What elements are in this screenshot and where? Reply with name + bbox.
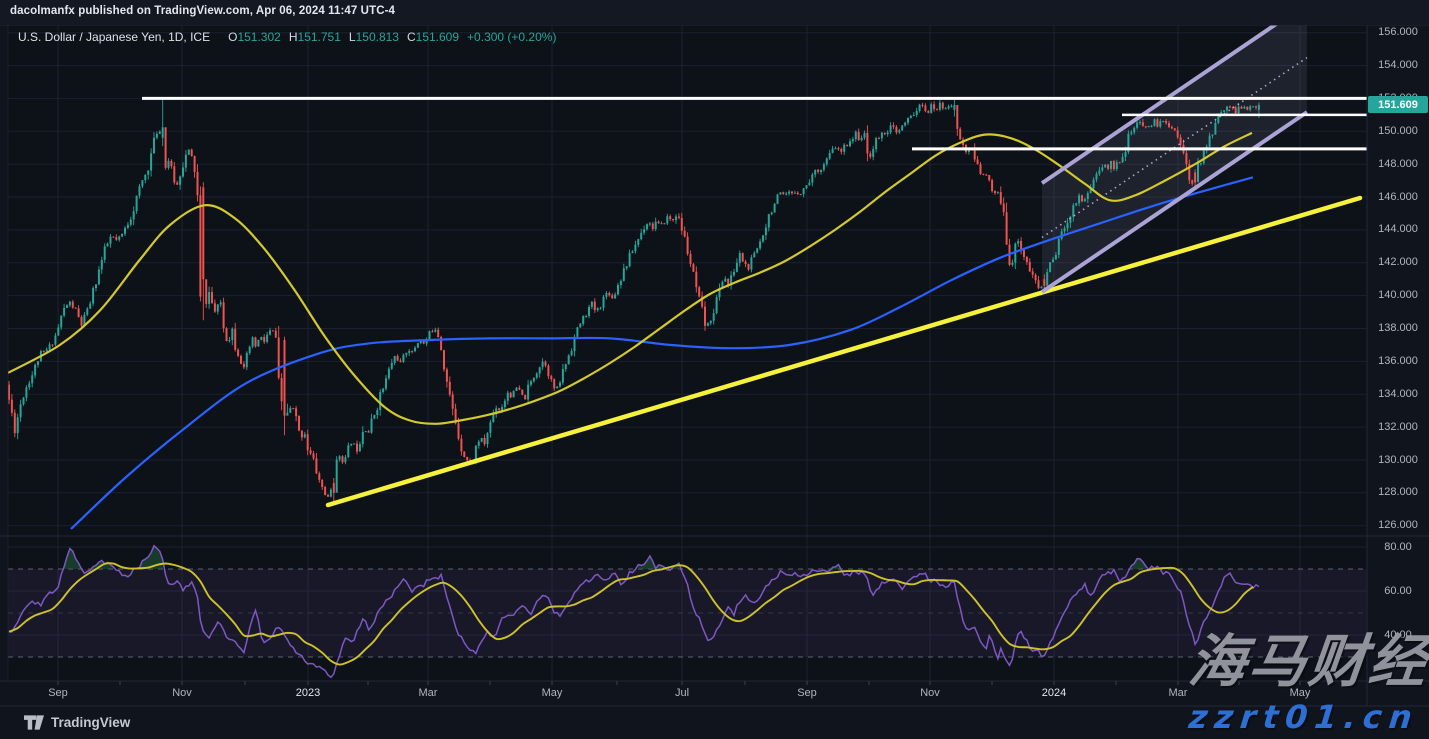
time-axis-ticks — [57, 681, 1301, 685]
ma-slow-blue-line[interactable] — [70, 176, 1254, 530]
time-tick-label: 2024 — [1041, 687, 1067, 699]
close-label: C — [406, 30, 416, 44]
price-tick-label: 142.000 — [1378, 256, 1418, 269]
watermark-site-url: zzrt01.cn — [1187, 698, 1421, 736]
close-value: 151.609 — [415, 30, 460, 44]
change-value: +0.300 (+0.20%) — [467, 30, 557, 44]
rsi-overbought-fill — [832, 564, 839, 569]
channel-upper-line — [1040, 25, 1279, 185]
high-label: H — [288, 30, 298, 44]
last-price-badge: 151.609 — [1368, 96, 1428, 114]
low-value: 150.813 — [355, 30, 399, 44]
time-axis[interactable]: Sep Nov 2023 Mar May Jul Sep Nov 2024 Mar May — [8, 681, 1367, 706]
low-label: L — [348, 30, 356, 44]
support-trendline[interactable] — [325, 195, 1363, 508]
publish-info-text: dacolmanfx published on TradingView.com,… — [10, 5, 396, 17]
symbol-legend: U.S. Dollar / Japanese Yen, 1D, ICE O151.… — [18, 30, 556, 44]
price-tick-label: 144.000 — [1378, 223, 1418, 236]
open-value: 151.302 — [237, 30, 281, 44]
tradingview-logo[interactable]: TradingView — [24, 715, 130, 730]
symbol-title[interactable]: U.S. Dollar / Japanese Yen, 1D, ICE — [18, 30, 211, 44]
price-tick-label: 138.000 — [1378, 322, 1418, 334]
watermark-chinese-text: 海马财经 — [1185, 629, 1429, 695]
price-tick-label: 148.000 — [1378, 157, 1418, 170]
candlestick-series[interactable] — [8, 99, 1260, 506]
rsi-line[interactable] — [8, 544, 1260, 679]
price-tick-label: 126.000 — [1378, 519, 1418, 532]
price-axis[interactable]: 156.000154.000152.000150.000148.000146.0… — [1367, 25, 1429, 706]
pane-separators — [0, 24, 1429, 707]
time-tick-label: Nov — [920, 687, 940, 699]
tradingview-logo-icon — [24, 714, 44, 730]
time-tick-label: Sep — [797, 687, 817, 699]
open-label: O — [228, 30, 238, 44]
ma-fast-yellow-line[interactable] — [8, 131, 1253, 425]
time-tick-label: May — [541, 687, 563, 699]
rsi-ma-line[interactable] — [8, 562, 1254, 666]
ascending-channel-fill[interactable] — [1042, 3, 1307, 292]
horizontal-resistance-rays[interactable] — [142, 96, 1367, 151]
rsi-tick-label: 40.00 — [1384, 628, 1412, 641]
time-tick-label: Nov — [172, 687, 192, 699]
price-tick-label: 136.000 — [1378, 354, 1418, 367]
price-tick-label: 154.000 — [1378, 59, 1418, 72]
price-tick-label: 156.000 — [1378, 26, 1418, 39]
time-tick-label: May — [1289, 687, 1311, 699]
rsi-tick-label: 80.00 — [1384, 540, 1412, 553]
channel-lower-line — [1040, 110, 1309, 294]
tradingview-logo-text: TradingView — [51, 714, 131, 730]
rsi-overbought-fill — [638, 556, 665, 569]
time-tick-label: Mar — [418, 687, 438, 699]
price-tick-label: 130.000 — [1378, 453, 1418, 466]
price-tick-label: 132.000 — [1378, 420, 1418, 433]
price-tick-label: 140.000 — [1378, 289, 1418, 302]
price-tick-label: 134.000 — [1378, 387, 1418, 400]
price-tick-label: 150.000 — [1378, 124, 1418, 137]
price-tick-label: 146.000 — [1378, 190, 1418, 203]
high-value: 151.751 — [297, 30, 341, 44]
time-tick-label: 2023 — [295, 687, 321, 699]
publish-bar: dacolmanfx published on TradingView.com,… — [0, 0, 1429, 25]
time-tick-label: Sep — [48, 687, 68, 699]
price-tick-label: 128.000 — [1378, 486, 1418, 499]
time-tick-label: Mar — [1168, 687, 1188, 699]
rsi-tick-label: 60.00 — [1384, 584, 1412, 597]
footer-bar: TradingView — [24, 711, 130, 733]
time-tick-label: Jul — [674, 687, 690, 699]
